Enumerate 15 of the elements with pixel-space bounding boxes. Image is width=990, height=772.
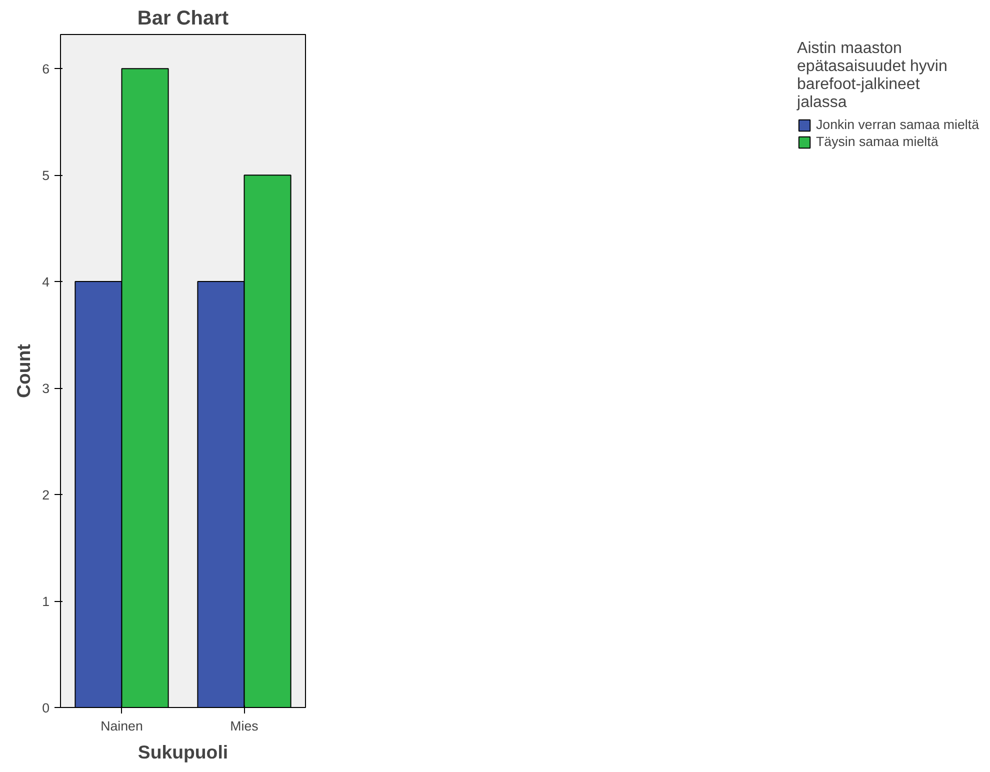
y-tick-label: 1 <box>42 594 50 610</box>
x-tick-label: Nainen <box>100 718 143 734</box>
y-tick-label: 0 <box>42 700 50 716</box>
chart-title: Bar Chart <box>137 8 229 30</box>
x-axis-title: Sukupuoli <box>138 742 228 762</box>
y-tick-label: 2 <box>42 488 50 503</box>
y-tick-label: 6 <box>42 62 50 77</box>
legend-title: Aistin maaston epätasaisuudet hyvin barefoot-jalkineet jalassa <box>797 40 948 112</box>
x-tick-label: Mies <box>230 718 259 734</box>
y-tick-label: 5 <box>42 168 50 184</box>
legend-label: Täysin samaa mieltä <box>816 134 938 149</box>
legend-label: Jonkin verran samaa mieltä <box>816 117 979 132</box>
y-tick-label: 4 <box>42 274 50 290</box>
y-axis-title: Count <box>13 344 34 398</box>
y-tick-label: 3 <box>42 381 50 396</box>
